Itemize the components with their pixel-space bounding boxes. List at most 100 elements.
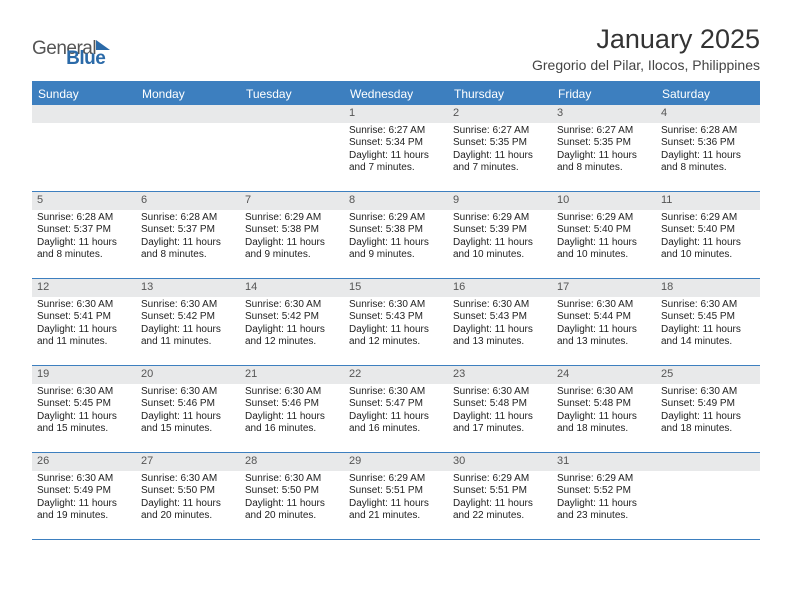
sunrise-line: Sunrise: 6:30 AM — [453, 386, 547, 399]
daylight-line: Daylight: 11 hours and 10 minutes. — [661, 237, 755, 262]
sunrise-line: Sunrise: 6:28 AM — [661, 125, 755, 138]
day-body: Sunrise: 6:30 AMSunset: 5:50 PMDaylight:… — [240, 473, 344, 527]
day-number: 28 — [240, 453, 344, 471]
daylight-line: Daylight: 11 hours and 12 minutes. — [245, 324, 339, 349]
day-cell: 16Sunrise: 6:30 AMSunset: 5:43 PMDayligh… — [448, 279, 552, 365]
sunrise-line: Sunrise: 6:29 AM — [245, 212, 339, 225]
daylight-line: Daylight: 11 hours and 21 minutes. — [349, 498, 443, 523]
day-number: 6 — [136, 192, 240, 210]
sunrise-line: Sunrise: 6:30 AM — [141, 299, 235, 312]
day-cell: 31 Sunrise: 6:29 AMSunset: 5:52 PMDayligh… — [552, 453, 656, 539]
day-body: Sunrise: 6:30 AMSunset: 5:45 PMDaylight:… — [32, 386, 136, 440]
sunset-line: Sunset: 5:51 PM — [349, 485, 443, 498]
weekday-header: Saturday — [656, 83, 760, 105]
day-number: 31 — [552, 453, 656, 471]
week-row: 12Sunrise: 6:30 AMSunset: 5:41 PMDayligh… — [32, 279, 760, 366]
day-cell: 20Sunrise: 6:30 AMSunset: 5:46 PMDayligh… — [136, 366, 240, 452]
sunset-line: Sunset: 5:41 PM — [37, 311, 131, 324]
location-subtitle: Gregorio del Pilar, Ilocos, Philippines — [532, 57, 760, 73]
daylight-line: Daylight: 11 hours and 8 minutes. — [37, 237, 131, 262]
day-body: Sunrise: 6:30 AMSunset: 5:49 PMDaylight:… — [656, 386, 760, 440]
daylight-line: Daylight: 11 hours and 16 minutes. — [349, 411, 443, 436]
day-number: 16 — [448, 279, 552, 297]
day-number: 26 — [32, 453, 136, 471]
sunrise-line: Sunrise: 6:27 AM — [557, 125, 651, 138]
day-number: 3 — [552, 105, 656, 123]
sunrise-line: Sunrise: 6:29 AM — [349, 212, 443, 225]
day-body: Sunrise: 6:29 AMSunset: 5:52 PMDaylight:… — [552, 473, 656, 527]
week-row: 26Sunrise: 6:30 AMSunset: 5:49 PMDayligh… — [32, 453, 760, 540]
day-number: 29 — [344, 453, 448, 471]
sunrise-line: Sunrise: 6:30 AM — [141, 386, 235, 399]
daylight-line: Daylight: 11 hours and 11 minutes. — [37, 324, 131, 349]
sunset-line: Sunset: 5:35 PM — [453, 137, 547, 150]
daylight-line: Daylight: 11 hours and 15 minutes. — [37, 411, 131, 436]
day-body: Sunrise: 6:29 AMSunset: 5:39 PMDaylight:… — [448, 212, 552, 266]
sunset-line: Sunset: 5:45 PM — [37, 398, 131, 411]
daylight-line: Daylight: 11 hours and 7 minutes. — [453, 150, 547, 175]
sunset-line: Sunset: 5:50 PM — [245, 485, 339, 498]
day-number: 9 — [448, 192, 552, 210]
sunrise-line: Sunrise: 6:28 AM — [141, 212, 235, 225]
day-number: 13 — [136, 279, 240, 297]
daylight-line: Daylight: 11 hours and 15 minutes. — [141, 411, 235, 436]
day-cell: 25Sunrise: 6:30 AMSunset: 5:49 PMDayligh… — [656, 366, 760, 452]
day-number: 21 — [240, 366, 344, 384]
day-body: Sunrise: 6:30 AMSunset: 5:50 PMDaylight:… — [136, 473, 240, 527]
day-number: 7 — [240, 192, 344, 210]
day-body: Sunrise: 6:30 AMSunset: 5:42 PMDaylight:… — [240, 299, 344, 353]
sunrise-line: Sunrise: 6:29 AM — [453, 212, 547, 225]
calendar-page: General Blue January 2025 Gregorio del P… — [0, 0, 792, 564]
day-cell: 22Sunrise: 6:30 AMSunset: 5:47 PMDayligh… — [344, 366, 448, 452]
day-cell: 19Sunrise: 6:30 AMSunset: 5:45 PMDayligh… — [32, 366, 136, 452]
day-number: 14 — [240, 279, 344, 297]
day-body: Sunrise: 6:30 AMSunset: 5:42 PMDaylight:… — [136, 299, 240, 353]
day-number: 20 — [136, 366, 240, 384]
sunset-line: Sunset: 5:37 PM — [141, 224, 235, 237]
day-body: Sunrise: 6:27 AMSunset: 5:34 PMDaylight:… — [344, 125, 448, 179]
calendar-grid: Sunday Monday Tuesday Wednesday Thursday… — [32, 81, 760, 540]
week-row: 5Sunrise: 6:28 AMSunset: 5:37 PMDaylight… — [32, 192, 760, 279]
day-body: Sunrise: 6:28 AMSunset: 5:36 PMDaylight:… — [656, 125, 760, 179]
sunset-line: Sunset: 5:48 PM — [557, 398, 651, 411]
sunset-line: Sunset: 5:43 PM — [349, 311, 443, 324]
day-number — [656, 453, 760, 471]
sunrise-line: Sunrise: 6:30 AM — [245, 473, 339, 486]
day-body: Sunrise: 6:27 AMSunset: 5:35 PMDaylight:… — [552, 125, 656, 179]
day-number: 27 — [136, 453, 240, 471]
sunrise-line: Sunrise: 6:28 AM — [37, 212, 131, 225]
day-body: Sunrise: 6:30 AMSunset: 5:48 PMDaylight:… — [448, 386, 552, 440]
sunset-line: Sunset: 5:42 PM — [245, 311, 339, 324]
sunrise-line: Sunrise: 6:30 AM — [37, 473, 131, 486]
day-body: Sunrise: 6:27 AMSunset: 5:35 PMDaylight:… — [448, 125, 552, 179]
sunset-line: Sunset: 5:47 PM — [349, 398, 443, 411]
day-body: Sunrise: 6:30 AMSunset: 5:45 PMDaylight:… — [656, 299, 760, 353]
weekday-header: Friday — [552, 83, 656, 105]
day-number: 5 — [32, 192, 136, 210]
daylight-line: Daylight: 11 hours and 14 minutes. — [661, 324, 755, 349]
sunrise-line: Sunrise: 6:30 AM — [349, 386, 443, 399]
day-cell: 6Sunrise: 6:28 AMSunset: 5:37 PMDaylight… — [136, 192, 240, 278]
day-cell: 3 Sunrise: 6:27 AMSunset: 5:35 PMDaylight… — [552, 105, 656, 191]
sunset-line: Sunset: 5:46 PM — [245, 398, 339, 411]
daylight-line: Daylight: 11 hours and 12 minutes. — [349, 324, 443, 349]
sunset-line: Sunset: 5:40 PM — [557, 224, 651, 237]
sunset-line: Sunset: 5:50 PM — [141, 485, 235, 498]
sunset-line: Sunset: 5:48 PM — [453, 398, 547, 411]
daylight-line: Daylight: 11 hours and 20 minutes. — [245, 498, 339, 523]
sunset-line: Sunset: 5:39 PM — [453, 224, 547, 237]
day-cell: 23Sunrise: 6:30 AMSunset: 5:48 PMDayligh… — [448, 366, 552, 452]
day-cell: 11Sunrise: 6:29 AMSunset: 5:40 PMDayligh… — [656, 192, 760, 278]
title-block: January 2025 Gregorio del Pilar, Ilocos,… — [532, 24, 760, 73]
sunrise-line: Sunrise: 6:30 AM — [349, 299, 443, 312]
weekday-header: Thursday — [448, 83, 552, 105]
day-cell: 14 Sunrise: 6:30 AMSunset: 5:42 PMDayligh… — [240, 279, 344, 365]
day-body: Sunrise: 6:29 AMSunset: 5:40 PMDaylight:… — [656, 212, 760, 266]
day-number: 8 — [344, 192, 448, 210]
sunrise-line: Sunrise: 6:29 AM — [661, 212, 755, 225]
day-body: Sunrise: 6:30 AMSunset: 5:44 PMDaylight:… — [552, 299, 656, 353]
weekday-header: Wednesday — [344, 83, 448, 105]
day-cell: 28 Sunrise: 6:30 AMSunset: 5:50 PMDayligh… — [240, 453, 344, 539]
sunset-line: Sunset: 5:38 PM — [245, 224, 339, 237]
day-number — [240, 105, 344, 123]
